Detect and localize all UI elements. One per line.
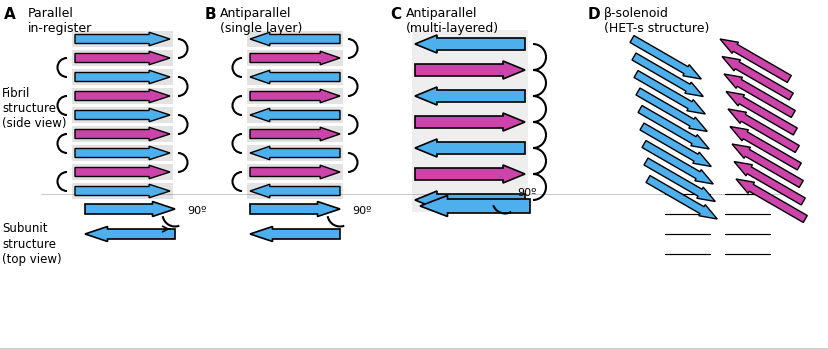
FancyArrow shape: [720, 39, 791, 82]
Bar: [72, 88, 173, 104]
FancyArrow shape: [250, 51, 339, 65]
FancyArrow shape: [415, 87, 524, 105]
Text: Fibril
structure
(side view): Fibril structure (side view): [2, 88, 66, 131]
Bar: [247, 183, 343, 199]
Bar: [72, 145, 173, 161]
Bar: [412, 186, 527, 212]
Bar: [72, 164, 173, 180]
Bar: [72, 69, 173, 85]
FancyArrow shape: [727, 109, 798, 153]
Bar: [247, 88, 343, 104]
FancyArrow shape: [75, 127, 170, 141]
FancyArrow shape: [250, 89, 339, 103]
Bar: [412, 82, 527, 108]
FancyArrow shape: [250, 32, 339, 46]
Text: 90º: 90º: [517, 188, 536, 198]
FancyArrow shape: [635, 88, 706, 132]
FancyArrow shape: [633, 70, 705, 114]
FancyArrow shape: [75, 32, 170, 46]
Bar: [247, 145, 343, 161]
FancyArrow shape: [250, 127, 339, 141]
FancyArrow shape: [75, 108, 170, 122]
Bar: [247, 69, 343, 85]
Text: B: B: [205, 7, 216, 22]
FancyArrow shape: [85, 201, 175, 216]
Text: β-solenoid
(HET-s structure): β-solenoid (HET-s structure): [604, 7, 709, 35]
FancyArrow shape: [735, 179, 806, 222]
FancyArrow shape: [75, 146, 170, 160]
Text: D: D: [587, 7, 600, 22]
FancyArrow shape: [250, 146, 339, 160]
FancyArrow shape: [250, 227, 339, 242]
FancyArrow shape: [415, 139, 524, 157]
FancyArrow shape: [85, 227, 175, 242]
FancyArrow shape: [639, 123, 710, 166]
FancyArrow shape: [250, 108, 339, 122]
Bar: [72, 107, 173, 123]
Bar: [412, 30, 527, 56]
Bar: [72, 183, 173, 199]
FancyArrow shape: [729, 126, 801, 170]
Text: 90º: 90º: [352, 206, 371, 216]
FancyArrow shape: [415, 61, 524, 79]
Bar: [412, 134, 527, 160]
Bar: [247, 126, 343, 142]
Text: Antiparallel
(single layer): Antiparallel (single layer): [219, 7, 302, 35]
FancyArrow shape: [250, 70, 339, 84]
Bar: [247, 31, 343, 47]
Text: Parallel
in-register: Parallel in-register: [28, 7, 92, 35]
FancyArrow shape: [75, 165, 170, 179]
FancyArrow shape: [420, 195, 529, 216]
Text: A: A: [4, 7, 16, 22]
FancyArrow shape: [415, 165, 524, 183]
FancyArrow shape: [415, 191, 524, 209]
FancyArrow shape: [75, 70, 170, 84]
Text: C: C: [389, 7, 401, 22]
FancyArrow shape: [725, 91, 797, 135]
FancyArrow shape: [643, 158, 715, 201]
Bar: [247, 107, 343, 123]
FancyArrow shape: [415, 113, 524, 131]
FancyArrow shape: [75, 51, 170, 65]
FancyArrow shape: [723, 74, 794, 118]
Bar: [412, 107, 527, 134]
FancyArrow shape: [75, 184, 170, 198]
FancyArrow shape: [75, 89, 170, 103]
FancyArrow shape: [645, 176, 716, 219]
Bar: [247, 50, 343, 66]
Bar: [72, 126, 173, 142]
Bar: [72, 31, 173, 47]
Bar: [247, 164, 343, 180]
Text: Antiparallel
(multi-layered): Antiparallel (multi-layered): [406, 7, 498, 35]
FancyArrow shape: [250, 201, 339, 216]
FancyArrow shape: [721, 57, 792, 100]
FancyArrow shape: [733, 162, 804, 205]
FancyArrow shape: [638, 105, 709, 149]
Text: Subunit
structure
(top view): Subunit structure (top view): [2, 223, 61, 266]
FancyArrow shape: [631, 53, 702, 97]
FancyArrow shape: [250, 165, 339, 179]
Bar: [72, 50, 173, 66]
FancyArrow shape: [641, 141, 712, 184]
Bar: [412, 55, 527, 82]
FancyArrow shape: [250, 184, 339, 198]
Text: 90º: 90º: [187, 206, 206, 216]
FancyArrow shape: [731, 144, 802, 187]
FancyArrow shape: [629, 36, 700, 79]
FancyArrow shape: [415, 35, 524, 53]
Bar: [412, 159, 527, 186]
